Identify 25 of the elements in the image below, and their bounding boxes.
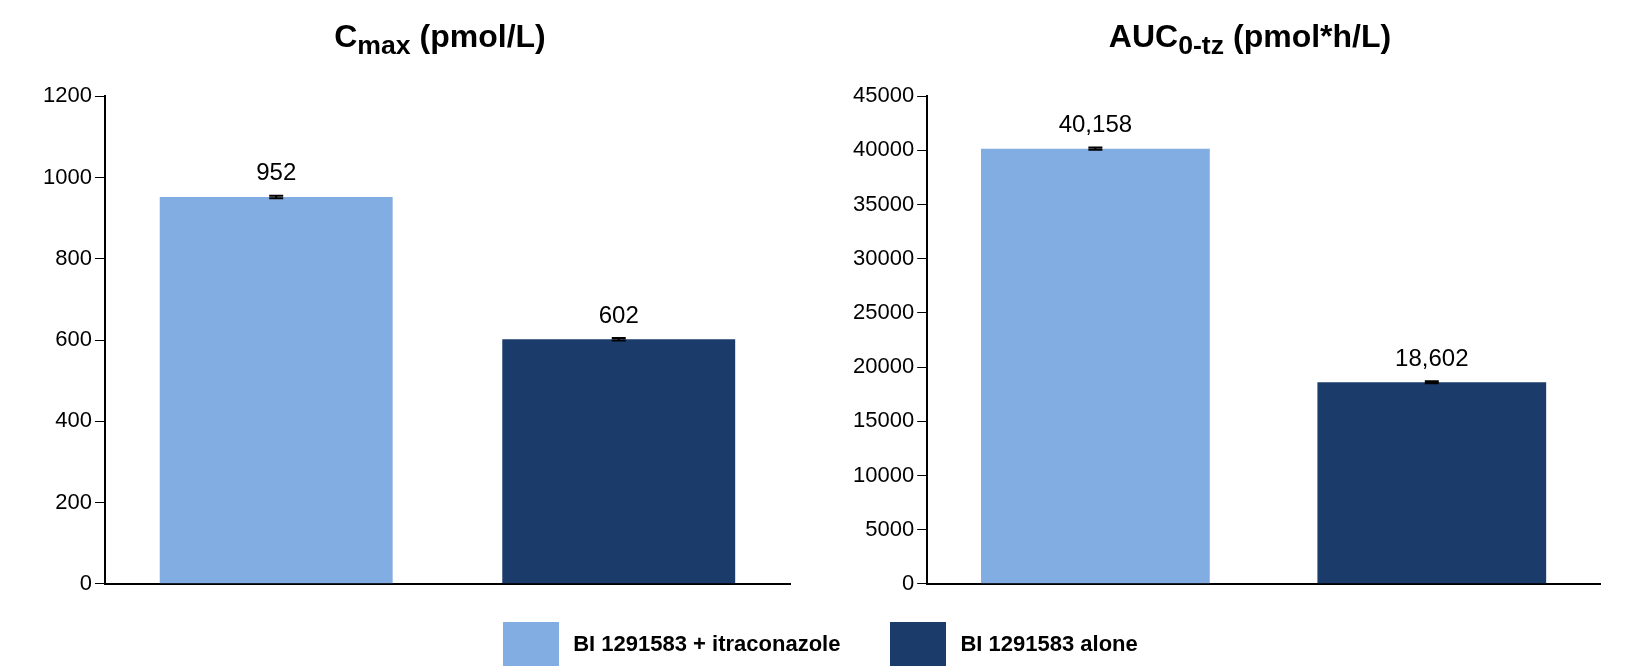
- data-label: 952: [256, 158, 297, 186]
- y-tick-label: 25000: [852, 298, 915, 324]
- y-tick-label: 600: [55, 326, 92, 352]
- chart-title: C$_{max}$ (pmol/L): [333, 18, 547, 62]
- y-tick-label: 200: [55, 488, 92, 514]
- y-tick-label: 1000: [42, 163, 92, 189]
- data-label: 602: [598, 300, 639, 328]
- y-tick-label: 0: [901, 569, 915, 595]
- y-tick-label: 10000: [852, 461, 915, 487]
- y-tick-label: 0: [79, 569, 92, 595]
- y-tick-label: 20000: [852, 353, 915, 379]
- chart-title: AUC$_{0-tz}$ (pmol*h/L): [1107, 18, 1393, 62]
- y-tick-label: 15000: [852, 407, 915, 433]
- y-tick-label: 400: [55, 407, 92, 433]
- y-tick-label: 45000: [852, 82, 915, 108]
- y-tick-label: 5000: [865, 515, 915, 541]
- y-tick-label: 30000: [852, 244, 915, 270]
- y-tick-label: 35000: [852, 190, 915, 216]
- legend-label: BI 1291583 + itraconazole: [573, 631, 841, 657]
- data-label: 40,158: [1058, 110, 1133, 138]
- y-tick-label: 800: [55, 244, 92, 270]
- data-label: 18,602: [1395, 343, 1469, 371]
- legend-label: BI 1291583 alone: [960, 631, 1138, 657]
- y-tick-label: 1200: [42, 82, 92, 108]
- y-tick-label: 40000: [852, 136, 915, 162]
